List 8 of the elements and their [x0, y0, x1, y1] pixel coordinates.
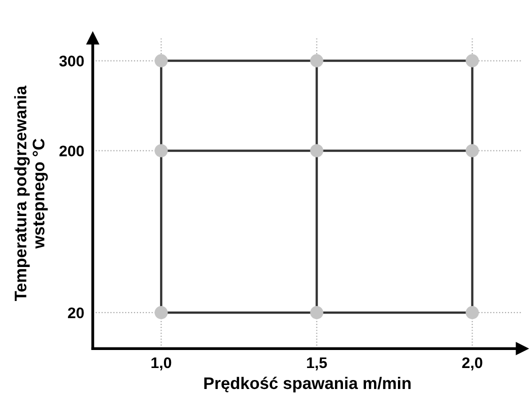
y-tick-label: 200 [59, 146, 84, 156]
x-tick-label: 1,0 [152, 357, 172, 370]
y-axis-title: Temperatura podgrzewania wstepnego °C [14, 86, 48, 301]
y-tick-label: 20 [68, 307, 84, 318]
x-axis-title: Prędkość spawania m/min [204, 376, 411, 392]
x-tick-label: 1,5 [307, 357, 327, 370]
y-tick-label: 300 [59, 56, 84, 66]
x-tick-label: 2,0 [462, 357, 482, 370]
